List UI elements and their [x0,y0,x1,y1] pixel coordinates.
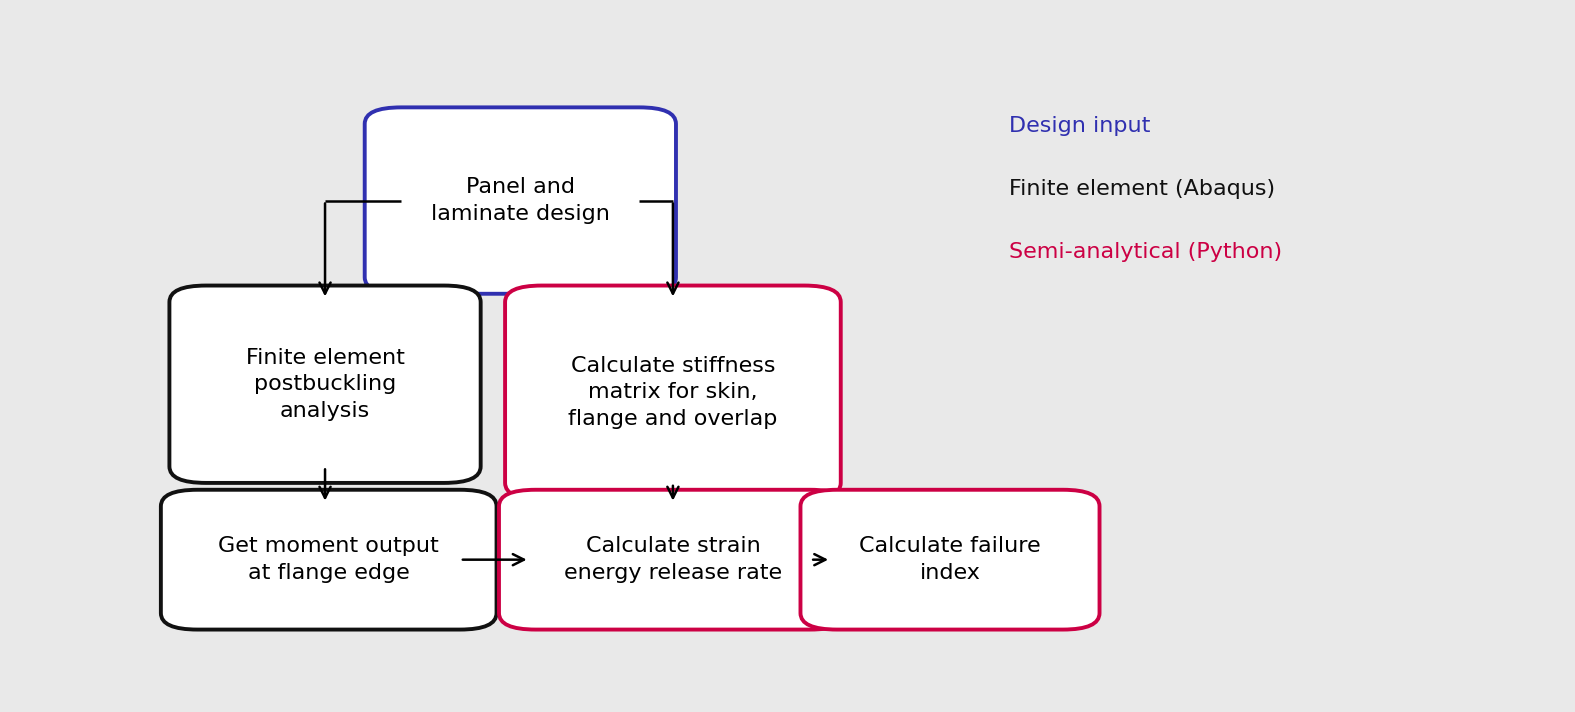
Text: Semi-analytical (Python): Semi-analytical (Python) [1008,241,1282,262]
FancyBboxPatch shape [800,490,1099,629]
FancyBboxPatch shape [365,108,676,294]
FancyBboxPatch shape [506,286,841,499]
Text: Finite element (Abaqus): Finite element (Abaqus) [1008,179,1274,199]
Text: Calculate failure
index: Calculate failure index [860,536,1041,583]
Text: Finite element
postbuckling
analysis: Finite element postbuckling analysis [246,348,405,421]
Text: Panel and
laminate design: Panel and laminate design [432,177,610,224]
Text: Design input: Design input [1008,115,1150,135]
FancyBboxPatch shape [499,490,847,629]
Text: Calculate strain
energy release rate: Calculate strain energy release rate [564,536,781,583]
Text: Calculate stiffness
matrix for skin,
flange and overlap: Calculate stiffness matrix for skin, fla… [569,356,778,429]
FancyBboxPatch shape [170,286,480,483]
FancyBboxPatch shape [161,490,496,629]
Text: Get moment output
at flange edge: Get moment output at flange edge [219,536,439,583]
